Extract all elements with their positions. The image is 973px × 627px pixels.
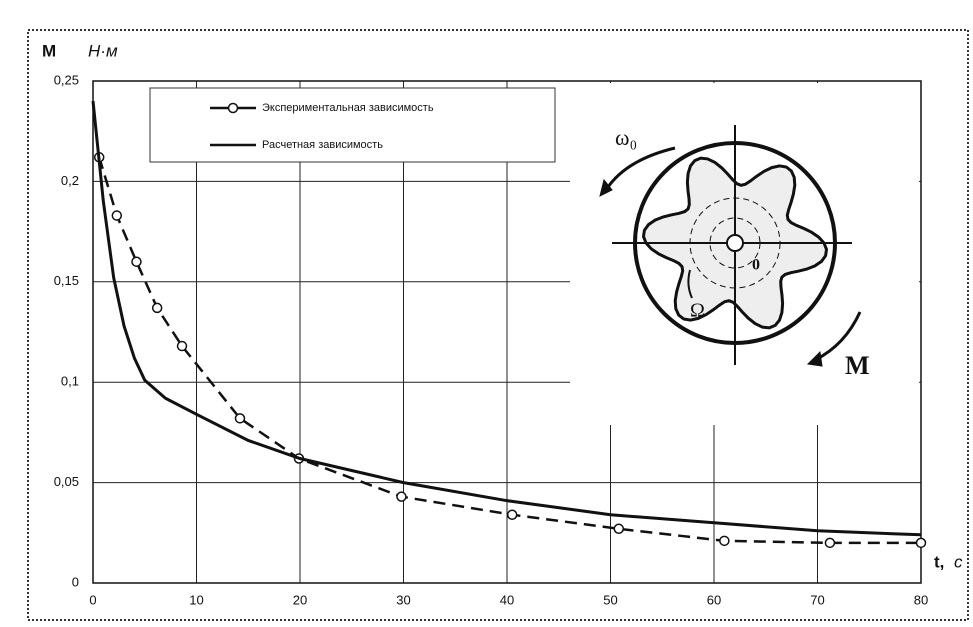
data-point: [825, 538, 834, 547]
y-tick-label: 0,1: [61, 374, 79, 389]
y-tick-label: 0,2: [61, 173, 79, 188]
x-tick-label: 10: [189, 592, 203, 607]
annotation: М: [845, 351, 870, 380]
data-point: [397, 492, 406, 501]
data-point: [153, 303, 162, 312]
annotation: Ω: [690, 300, 705, 322]
annotation: 0: [752, 257, 760, 274]
data-point: [508, 510, 517, 519]
data-point: [112, 211, 121, 220]
data-point: [178, 342, 187, 351]
data-point: [235, 414, 244, 423]
x-unit: с: [954, 552, 963, 571]
data-point: [720, 536, 729, 545]
chart: М Н·м t, с ω₀ Ω 0 М 0 0,05 0,1 0,15 0,2 0,25 0…: [0, 0, 973, 627]
data-point: [614, 524, 623, 533]
legend-marker: [229, 104, 238, 113]
x-label: t,: [934, 552, 944, 571]
x-tick-label: 20: [293, 592, 307, 607]
x-tick-label: 30: [396, 592, 410, 607]
y-tick-label: 0,15: [54, 273, 79, 288]
y-unit: Н·м: [88, 41, 118, 60]
y-label: М: [42, 41, 56, 60]
y-tick-label: 0,25: [54, 72, 79, 87]
x-tick-label: 60: [707, 592, 721, 607]
x-tick-label: 40: [500, 592, 514, 607]
legend-label: Расчетная зависимость: [262, 139, 383, 151]
y-tick-label: 0: [72, 574, 79, 589]
legend-label: Экспериментальная зависимость: [262, 102, 434, 114]
x-tick-label: 0: [89, 592, 96, 607]
x-tick-label: 80: [914, 592, 928, 607]
hub: [727, 235, 743, 251]
x-tick-label: 70: [810, 592, 824, 607]
y-tick-label: 0,05: [54, 474, 79, 489]
x-tick-label: 50: [603, 592, 617, 607]
data-point: [132, 257, 141, 266]
data-point: [917, 538, 926, 547]
annotation: ω₀: [615, 125, 637, 150]
